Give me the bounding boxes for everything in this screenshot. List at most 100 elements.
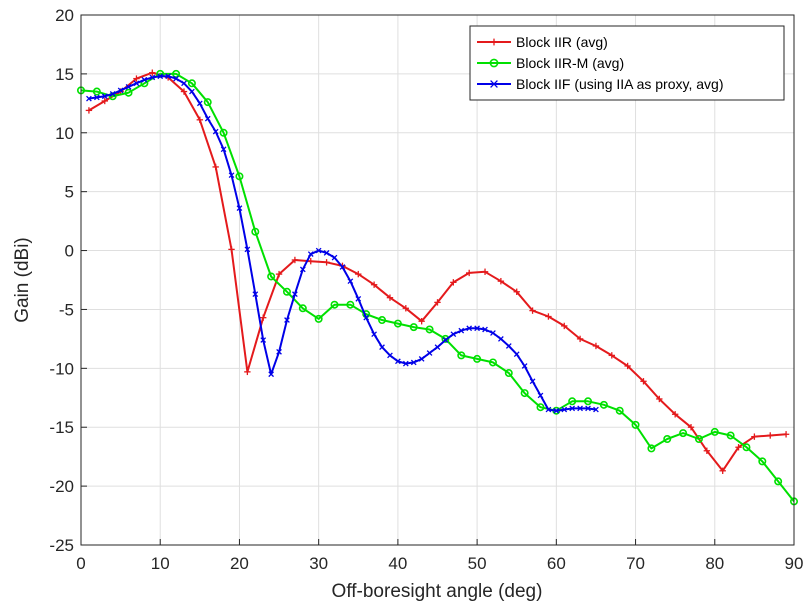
legend-label-iir: Block IIR (avg) bbox=[516, 34, 608, 50]
data-point-circle bbox=[489, 58, 499, 68]
data-point-plus bbox=[513, 288, 520, 295]
data-point-x bbox=[260, 337, 267, 343]
data-point-circle bbox=[425, 325, 434, 334]
data-point-x bbox=[402, 360, 409, 367]
data-point-x bbox=[498, 336, 504, 342]
data-point-x bbox=[276, 348, 282, 355]
data-point-x bbox=[363, 314, 370, 321]
data-point-circle bbox=[473, 354, 482, 363]
data-point-plus bbox=[402, 305, 410, 312]
data-point-x bbox=[212, 128, 219, 135]
data-point-x bbox=[101, 93, 108, 100]
data-point-circle bbox=[235, 172, 244, 181]
data-point-x bbox=[537, 392, 544, 399]
legend-box bbox=[469, 25, 785, 101]
data-point-x bbox=[189, 88, 195, 95]
data-point-circle bbox=[378, 316, 387, 325]
data-point-x bbox=[165, 73, 172, 80]
x-tick-label: 30 bbox=[309, 554, 328, 573]
data-point-plus bbox=[149, 69, 156, 76]
series-line bbox=[80, 72, 795, 503]
data-point-plus bbox=[180, 88, 188, 95]
x-tick-label: 10 bbox=[151, 554, 170, 573]
data-point-x bbox=[418, 356, 425, 362]
data-point-circle bbox=[584, 397, 593, 406]
x-tick-label: 40 bbox=[388, 554, 407, 573]
data-point-x bbox=[173, 75, 179, 82]
data-point-plus bbox=[481, 268, 489, 275]
x-tick-label: 60 bbox=[547, 554, 566, 573]
data-point-x bbox=[521, 363, 528, 369]
data-point-plus bbox=[640, 378, 647, 385]
data-point-plus bbox=[244, 368, 251, 376]
data-point-circle bbox=[298, 304, 307, 313]
data-point-x bbox=[379, 344, 385, 350]
data-point-plus bbox=[434, 299, 441, 306]
data-point-plus bbox=[561, 322, 568, 330]
data-point-circle bbox=[92, 87, 101, 96]
data-point-x bbox=[149, 74, 156, 81]
data-point-plus bbox=[307, 257, 314, 265]
data-point-circle bbox=[251, 227, 260, 236]
x-tick-label: 80 bbox=[705, 554, 724, 573]
data-point-x bbox=[585, 405, 591, 412]
data-point-plus bbox=[545, 313, 552, 320]
data-point-x bbox=[458, 327, 465, 334]
x-tick-label: 90 bbox=[785, 554, 804, 573]
data-point-circle bbox=[488, 358, 497, 367]
x-tick-label: 70 bbox=[626, 554, 645, 573]
y-tick-label: -25 bbox=[49, 536, 74, 555]
data-point-circle bbox=[536, 403, 545, 412]
data-point-plus bbox=[133, 75, 140, 82]
data-point-x bbox=[482, 326, 488, 333]
data-point-plus bbox=[418, 318, 425, 325]
data-point-plus bbox=[465, 269, 473, 277]
data-point-circle bbox=[393, 319, 402, 328]
data-point-circle bbox=[219, 128, 228, 137]
x-tick-label: 50 bbox=[468, 554, 487, 573]
series-0 bbox=[85, 69, 790, 474]
data-point-circle bbox=[203, 98, 212, 107]
data-point-plus bbox=[260, 314, 267, 321]
data-point-x bbox=[181, 80, 187, 87]
data-point-x bbox=[315, 247, 322, 254]
data-point-x bbox=[474, 325, 480, 332]
x-tick-label: 20 bbox=[230, 554, 249, 573]
data-point-plus bbox=[735, 444, 742, 451]
y-tick-label: 10 bbox=[55, 124, 74, 143]
data-point-x bbox=[577, 405, 583, 412]
data-point-plus bbox=[751, 433, 758, 440]
data-point-x bbox=[490, 330, 496, 336]
series-1 bbox=[77, 69, 798, 506]
data-point-x bbox=[109, 91, 116, 97]
data-point-plus bbox=[85, 107, 93, 114]
data-point-circle bbox=[330, 300, 339, 309]
data-point-x bbox=[339, 264, 346, 270]
data-point-plus bbox=[323, 259, 330, 266]
data-point-plus bbox=[529, 307, 536, 314]
data-point-plus bbox=[228, 246, 235, 253]
data-point-x bbox=[117, 87, 124, 94]
data-point-x bbox=[133, 80, 140, 87]
data-point-circle bbox=[314, 314, 323, 323]
data-point-x bbox=[355, 295, 362, 302]
data-point-x bbox=[141, 76, 148, 83]
data-point-x bbox=[347, 278, 354, 285]
data-point-x bbox=[395, 358, 401, 365]
data-point-x bbox=[545, 406, 552, 413]
data-point-x bbox=[292, 291, 298, 297]
data-point-plus bbox=[386, 294, 394, 301]
y-tick-label: -15 bbox=[49, 418, 74, 437]
data-point-circle bbox=[679, 429, 688, 438]
data-point-x bbox=[284, 317, 290, 323]
y-tick-label: 15 bbox=[55, 65, 74, 84]
data-point-plus bbox=[275, 270, 283, 278]
data-point-plus bbox=[450, 279, 457, 286]
data-point-x bbox=[505, 343, 512, 349]
data-point-x bbox=[529, 378, 536, 385]
data-point-x bbox=[466, 325, 473, 332]
data-point-circle bbox=[710, 427, 719, 436]
data-point-x bbox=[553, 407, 560, 414]
data-point-x bbox=[220, 146, 227, 153]
data-point-plus bbox=[703, 447, 711, 454]
